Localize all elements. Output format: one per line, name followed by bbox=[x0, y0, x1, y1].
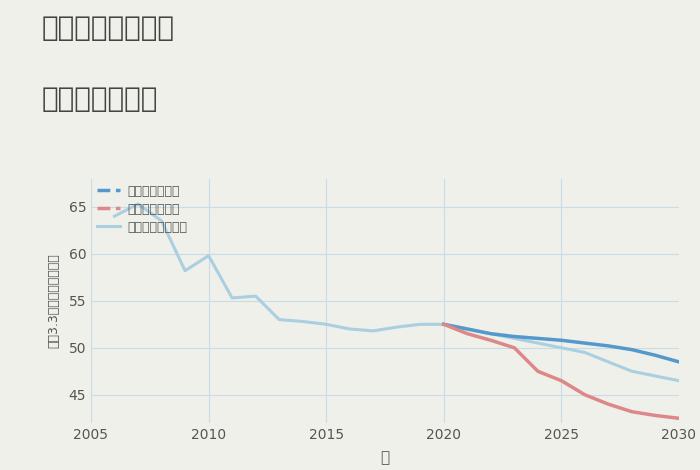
X-axis label: 年: 年 bbox=[380, 450, 390, 465]
Legend: グッドシナリオ, バッドシナリオ, ノーマルシナリオ: グッドシナリオ, バッドシナリオ, ノーマルシナリオ bbox=[97, 185, 188, 234]
Text: 奈良県高の原駅の: 奈良県高の原駅の bbox=[42, 14, 175, 42]
Text: 土地の価格推移: 土地の価格推移 bbox=[42, 85, 158, 113]
Y-axis label: 坪（3.3㎡）単価（万円）: 坪（3.3㎡）単価（万円） bbox=[47, 253, 60, 348]
